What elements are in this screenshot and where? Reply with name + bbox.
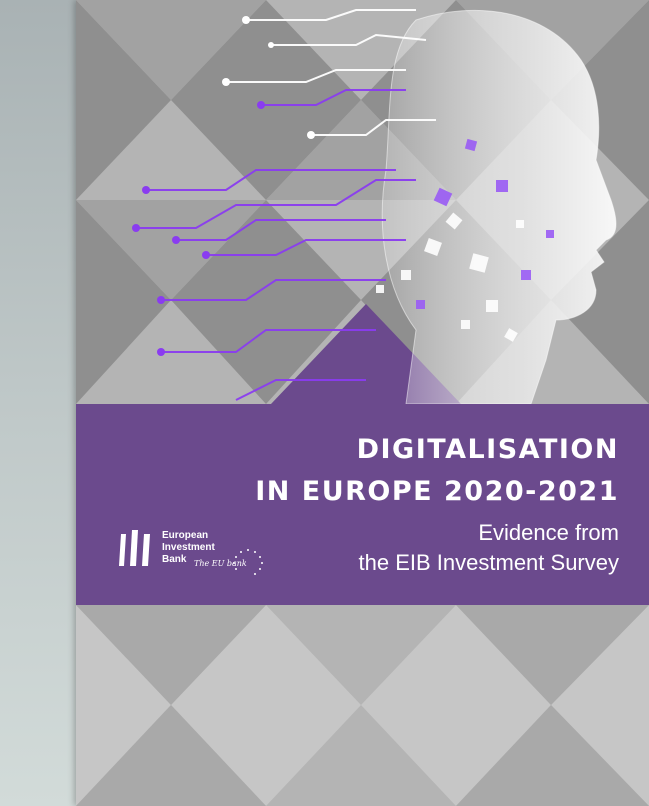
logo-word-bank: Bank bbox=[162, 554, 187, 565]
digital-head-circuit-icon bbox=[132, 9, 617, 404]
report-title-line-2: IN EUROPE 2020-2021 bbox=[255, 476, 619, 507]
report-subtitle-line-1: Evidence from bbox=[478, 520, 619, 545]
report-subtitle-line-2: the EIB Investment Survey bbox=[358, 550, 619, 575]
eib-logo: European Investment Bank The EU bank bbox=[118, 526, 288, 576]
eu-stars-icon bbox=[233, 549, 263, 575]
logo-word-investment: Investment bbox=[162, 542, 215, 553]
title-band: DIGITALISATION IN EUROPE 2020-2021 Evide… bbox=[76, 404, 649, 605]
report-title-line-1: DIGITALISATION bbox=[356, 434, 619, 465]
report-cover: DIGITALISATION IN EUROPE 2020-2021 Evide… bbox=[76, 0, 649, 806]
logo-word-european: European bbox=[162, 530, 209, 541]
eib-logo-icon bbox=[119, 530, 150, 566]
logo-tagline: The EU bank bbox=[194, 559, 247, 568]
page-background bbox=[0, 0, 76, 806]
